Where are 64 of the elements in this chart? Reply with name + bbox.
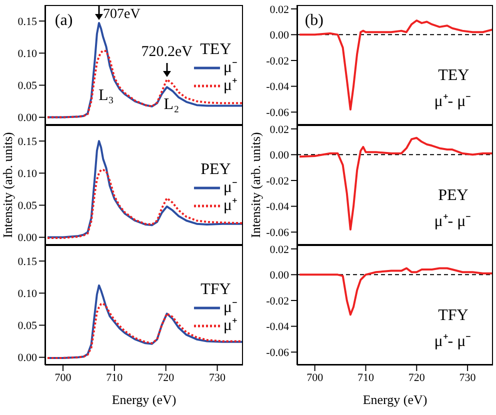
annotation: (a) [54, 12, 73, 30]
legend-title: TEY [200, 41, 232, 58]
annotation: μ⁺- μ⁻ [434, 332, 471, 351]
y-tick-label: 0.05 [18, 320, 38, 332]
annotation: PEY [438, 187, 468, 206]
x-tick-label: 720 [408, 372, 426, 384]
legend-label: μ⁺ [223, 77, 237, 95]
x-tick-label: 720 [158, 372, 175, 384]
annotation: L₂ [164, 96, 180, 114]
y-axis-title: Intensity (arb. units) [0, 132, 15, 238]
x-tick-label: 700 [306, 372, 324, 384]
annotation: (b) [304, 12, 324, 30]
line-series [46, 140, 243, 238]
y-tick-label: -0.02 [266, 175, 289, 188]
y-tick-label: 0.15 [18, 16, 38, 28]
y-tick-label: 0.02 [270, 244, 289, 256]
line-series [298, 136, 493, 231]
annotation: 707eV [103, 7, 140, 22]
y-axis-title: Intensity (arb. units) [248, 132, 263, 238]
annotation: TEY [438, 67, 470, 86]
x-tick-label: 730 [459, 372, 476, 384]
legend-label: μ⁻ [223, 59, 237, 77]
y-tick-label: 0.10 [18, 288, 38, 300]
y-tick-label: 0.02 [270, 4, 289, 16]
y-tick-label: 0.15 [18, 136, 38, 148]
y-tick-label: -0.06 [266, 107, 290, 119]
y-tick-label: 0.00 [270, 150, 290, 162]
series-label: μ⁻ [223, 179, 237, 197]
annotation: 720.2eV [141, 44, 192, 60]
x-tick-label: 700 [54, 372, 72, 384]
x-tick-label: 710 [357, 372, 374, 384]
y-tick-label: 0.00 [18, 232, 38, 244]
y-tick-label: 0.02 [270, 124, 289, 136]
line-series [46, 284, 243, 359]
annotation: L₃ [98, 86, 114, 105]
x-tick-label: 730 [209, 372, 226, 384]
y-tick-label: -0.02 [266, 295, 289, 308]
line-series [46, 302, 243, 359]
y-tick-label: -0.06 [266, 347, 290, 359]
y-tick-label: -0.04 [266, 81, 290, 94]
y-tick-label: 0.05 [18, 80, 38, 92]
y-tick-label: 0.00 [270, 270, 290, 282]
y-tick-label: -0.06 [266, 227, 290, 239]
legend-title: PEY [200, 161, 231, 178]
y-tick-label: 0.05 [18, 200, 38, 212]
y-tick-label: -0.04 [266, 201, 290, 214]
annotation: μ⁺- μ⁻ [434, 92, 471, 111]
annotation: μ⁺- μ⁻ [434, 212, 471, 231]
annotation: TFY [438, 307, 468, 326]
legend-title: TFY [200, 281, 231, 298]
y-tick-label: 0.00 [270, 30, 290, 42]
legend-label: μ⁺ [223, 197, 237, 215]
x-axis-title: Energy (eV) [362, 392, 428, 407]
y-tick-label: 0.10 [18, 168, 38, 180]
y-tick-label: 0.00 [18, 112, 38, 124]
x-axis-title: Energy (eV) [112, 392, 176, 407]
legend-label: μ⁺ [223, 317, 237, 335]
series-label: μ⁻ [223, 299, 237, 317]
x-tick-label: 710 [106, 372, 124, 384]
y-tick-label: -0.04 [266, 321, 290, 334]
y-tick-label: 0.10 [18, 48, 38, 60]
y-tick-label: 0.15 [18, 256, 38, 268]
y-tick-label: 0.00 [18, 352, 38, 364]
y-tick-label: -0.02 [266, 55, 289, 68]
